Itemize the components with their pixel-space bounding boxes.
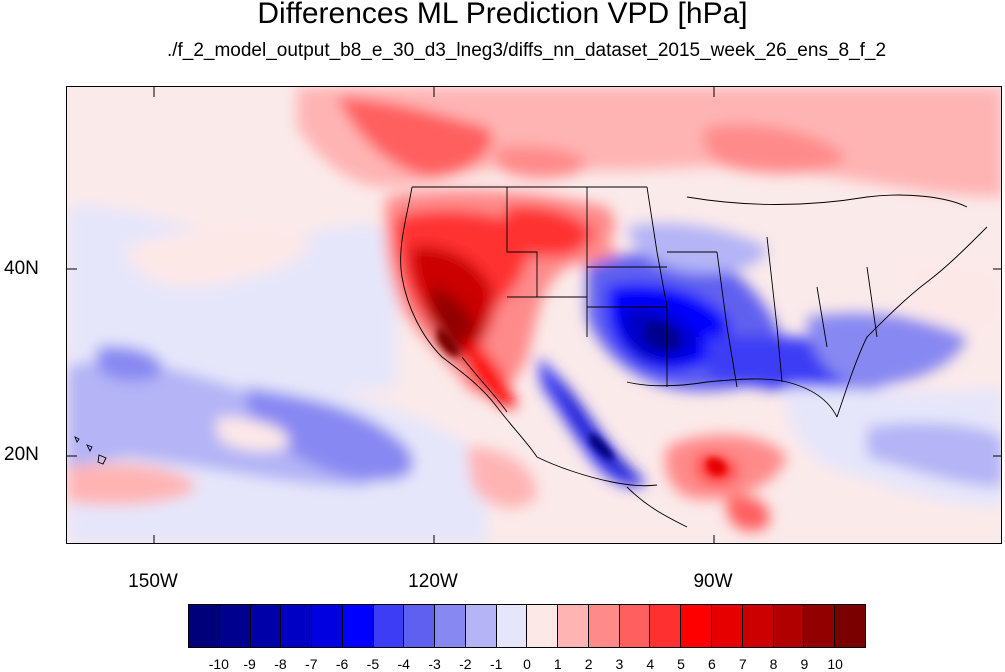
colorbar-box <box>373 605 405 647</box>
colorbar-box <box>773 605 805 647</box>
colorbar-tick-label: -3 <box>428 656 441 672</box>
lon-label-90w: 90W <box>693 571 733 592</box>
colorbar-box <box>619 605 651 647</box>
colorbar-box <box>588 605 620 647</box>
colorbar-tick-label: -4 <box>397 656 410 672</box>
colorbar-tick-label: 6 <box>708 656 716 672</box>
colorbar-labels: -10 -9 -8 -7 -6 -5 -4 -3 -2 -1 0 1 2 3 4 5 6 7 8 9 10 <box>188 656 866 672</box>
colorbar-box <box>312 605 343 647</box>
map-subtitle: ./f_2_model_output_b8_e_30_d3_lneg3/diff… <box>166 40 887 61</box>
colorbar <box>188 604 866 648</box>
lat-label-20n: 20N <box>4 444 39 465</box>
colorbar-box <box>681 605 713 647</box>
colorbar-tick-label: 4 <box>646 656 655 672</box>
colorbar-box <box>465 605 497 647</box>
colorbar-box <box>404 605 436 647</box>
colorbar-box <box>712 605 743 647</box>
colorbar-tick-label: 1 <box>553 656 562 672</box>
colorbar-tick-label: -9 <box>243 656 256 672</box>
colorbar-box <box>835 605 865 647</box>
colorbar-tick-label: 10 <box>827 656 843 672</box>
colorbar-tick-label: 0 <box>523 656 531 672</box>
colorbar-tick-label: 3 <box>615 656 624 672</box>
lon-label-120w: 120W <box>408 571 458 592</box>
vpd-difference-map <box>66 86 1002 544</box>
colorbar-tick-label: -7 <box>305 656 318 672</box>
map-title: Differences ML Prediction VPD [hPa] <box>257 0 748 30</box>
colorbar-box <box>342 605 374 647</box>
colorbar-box <box>250 605 282 647</box>
colorbar-tick-label: 7 <box>738 656 747 672</box>
colorbar-tick-label: -2 <box>459 656 472 672</box>
colorbar-tick-label: 8 <box>769 656 778 672</box>
colorbar-box <box>496 605 528 647</box>
colorbar-tick-label: -5 <box>366 656 380 672</box>
colorbar-tick-label: -6 <box>335 656 349 672</box>
lon-label-150w: 150W <box>128 571 178 592</box>
colorbar-box <box>804 605 836 647</box>
contour-field <box>67 87 1001 543</box>
colorbar-tick-label: 2 <box>584 656 593 672</box>
colorbar-box <box>650 605 682 647</box>
colorbar-tick-label: 9 <box>800 656 809 672</box>
colorbar-tick-label: -10 <box>208 656 229 672</box>
colorbar-tick-label: -8 <box>274 656 287 672</box>
colorbar-box <box>219 605 251 647</box>
coastlines <box>400 186 988 528</box>
colorbar-box <box>558 605 589 647</box>
colorbar-box <box>189 605 220 647</box>
colorbar-box <box>281 605 313 647</box>
colorbar-box <box>742 605 774 647</box>
colorbar-box <box>435 605 466 647</box>
lat-label-40n: 40N <box>4 258 39 279</box>
colorbar-tick-label: 5 <box>677 656 685 672</box>
colorbar-tick-label: -1 <box>489 656 503 672</box>
colorbar-box <box>527 605 559 647</box>
